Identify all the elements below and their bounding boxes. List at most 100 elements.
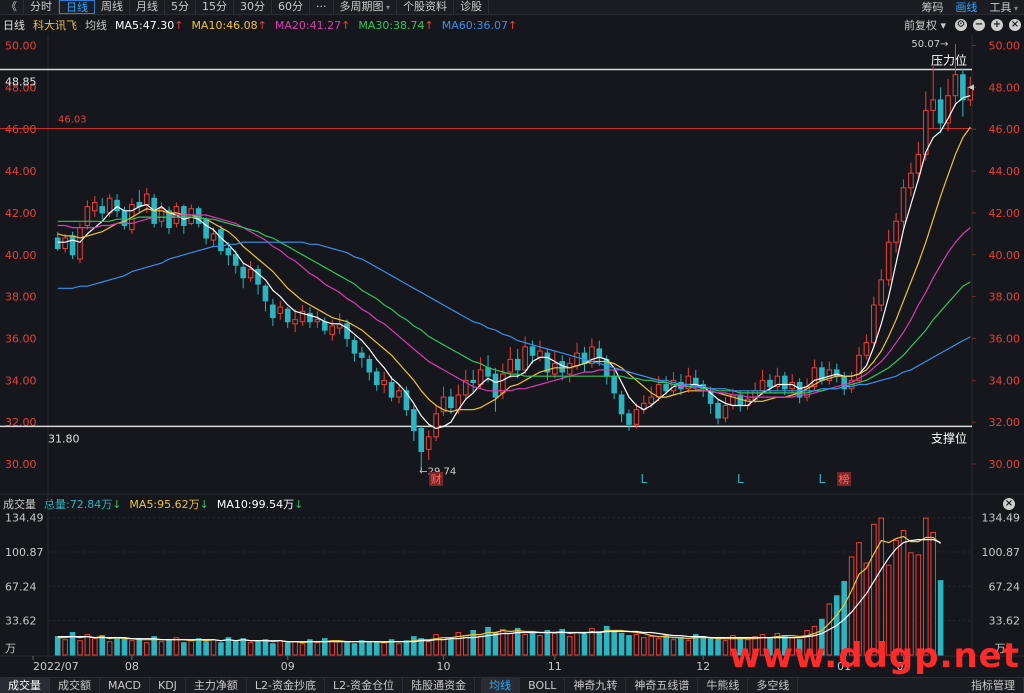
volume-bar <box>270 643 276 656</box>
candle-body <box>782 375 788 390</box>
tab-kdj[interactable]: KDJ <box>150 678 186 693</box>
volume-tick-left: 100.87 <box>5 546 44 559</box>
event-marker-box <box>837 472 852 486</box>
reference-price-label: 46.03 <box>58 115 87 126</box>
candle-body <box>277 306 284 314</box>
tools-dropdown[interactable]: 工具 <box>983 1 1024 15</box>
price-tick-label-left: 46.00 <box>5 123 37 136</box>
volume-bar <box>856 542 862 656</box>
volume-bar <box>173 637 180 656</box>
volume-bar <box>277 640 284 656</box>
tab-weekly[interactable]: 周线 <box>95 0 130 14</box>
candle-body <box>240 266 246 279</box>
tab-magic-nine[interactable]: 神奇九转 <box>565 678 627 693</box>
candle-body <box>411 409 417 432</box>
ma20-value: MA20:41.27↑ <box>274 18 351 32</box>
volume-bar <box>885 564 892 656</box>
diagnose-button[interactable]: 诊股 <box>454 0 490 14</box>
candle-body <box>84 206 91 226</box>
volume-bar <box>188 640 195 656</box>
ma-label[interactable]: 均线 <box>85 19 107 32</box>
volume-bar <box>922 517 929 656</box>
volume-bar <box>129 640 135 656</box>
minus-icon[interactable]: − <box>973 19 985 31</box>
last-price-arrow-icon <box>968 84 974 91</box>
multi-period-dropdown[interactable]: 多周期图 <box>334 0 398 14</box>
candle-body <box>388 381 395 398</box>
candle-body <box>143 193 150 206</box>
tab-volume[interactable]: 成交量 <box>0 678 50 693</box>
volume-bar <box>819 618 825 656</box>
volume-title: 成交量 <box>3 498 36 511</box>
volume-bar <box>425 641 432 656</box>
tab-northbound[interactable]: 陆股通资金 <box>403 678 476 693</box>
tab-60min[interactable]: 60分 <box>272 0 310 14</box>
indicator-tabs: 成交量 成交额 MACD KDJ 主力净额 L2-资金抄底 L2-资金仓位 陆股… <box>0 677 1024 693</box>
tab-intraday[interactable]: 分时 <box>24 0 59 14</box>
volume-bar <box>893 540 899 656</box>
volume-bar <box>596 631 603 656</box>
candle-body <box>247 268 254 279</box>
candle-body <box>685 375 692 390</box>
volume-bar <box>589 627 595 656</box>
tab-15min[interactable]: 15分 <box>196 0 234 14</box>
tab-ma[interactable]: 均线 <box>481 678 521 693</box>
back-icon[interactable]: 《 <box>0 0 24 14</box>
volume-tick-left: 67.24 <box>5 580 37 593</box>
ma-line-ma30 <box>57 216 971 394</box>
tab-magic-five[interactable]: 神奇五线谱 <box>626 678 699 693</box>
tab-l2-bottom[interactable]: L2-资金抄底 <box>247 678 326 693</box>
time-tick-label: 09 <box>281 660 295 673</box>
volume-bar <box>692 634 699 656</box>
close-icon[interactable]: × <box>1009 19 1021 31</box>
tab-macd[interactable]: MACD <box>100 678 150 693</box>
plus-icon[interactable]: + <box>991 19 1003 31</box>
price-tick-label-right: 36.00 <box>989 332 1021 345</box>
candle-body <box>885 241 892 281</box>
resistance-label: 压力位 <box>931 53 967 68</box>
volume-bar <box>396 643 402 656</box>
tab-boll[interactable]: BOLL <box>520 678 566 693</box>
candle-body <box>433 413 439 438</box>
high-price-marker: 50.07→ <box>911 39 948 50</box>
tab-30min[interactable]: 30分 <box>234 0 272 14</box>
tab-indicator-manage[interactable]: 指标管理 <box>963 678 1024 693</box>
volume-bar <box>581 634 588 656</box>
stock-profile-button[interactable]: 个股资料 <box>397 0 455 14</box>
adjust-dropdown[interactable]: 前复权 ▾ <box>903 19 946 32</box>
tab-monthly[interactable]: 月线 <box>130 0 165 14</box>
close-volume-icon[interactable]: × <box>1003 498 1015 510</box>
tab-5min[interactable]: 5分 <box>165 0 196 14</box>
candle-body <box>255 268 261 285</box>
volume-bar <box>707 638 714 656</box>
ma-line-ma10 <box>57 126 971 413</box>
tab-long-short[interactable]: 多空线 <box>748 678 799 693</box>
time-tick-label: 10 <box>437 660 451 673</box>
candle-body <box>574 352 580 367</box>
tab-main-net[interactable]: 主力净额 <box>186 678 247 693</box>
volume-bar <box>648 636 655 656</box>
volume-bar <box>366 642 373 656</box>
tab-turnover[interactable]: 成交额 <box>50 678 100 693</box>
tab-bull-bear[interactable]: 牛熊线 <box>698 678 749 693</box>
settings-icon[interactable]: ⚙ <box>955 19 967 31</box>
volume-bar <box>477 636 484 656</box>
candle-body <box>299 310 306 323</box>
volume-bar <box>329 640 336 656</box>
volume-bar <box>136 638 143 656</box>
tab-daily[interactable]: 日线 <box>59 0 95 14</box>
volume-bar <box>626 635 632 656</box>
candle-body <box>373 371 380 386</box>
event-marker-l: L <box>737 472 744 486</box>
volume-bar <box>336 641 343 656</box>
candle-body <box>307 312 313 323</box>
tab-l2-position[interactable]: L2-资金仓位 <box>325 678 404 693</box>
candle-body <box>485 367 491 377</box>
chips-button[interactable]: 筹码 <box>921 0 944 14</box>
candle-body <box>626 413 632 425</box>
volume-bar <box>796 639 803 656</box>
price-tick-label-right: 40.00 <box>989 249 1021 262</box>
ma-line-ma60 <box>57 241 971 392</box>
draw-line-button[interactable]: 画线 <box>955 0 978 14</box>
